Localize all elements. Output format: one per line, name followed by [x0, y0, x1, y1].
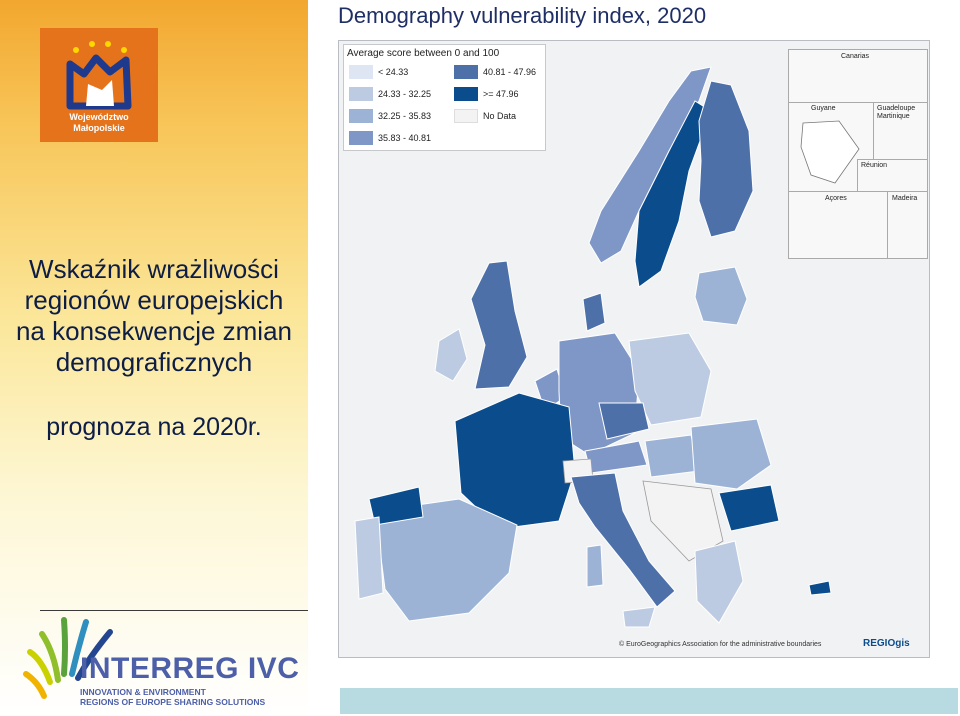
heading-line-2: regionów europejskich	[24, 285, 284, 315]
interreg-swoosh-icon	[23, 617, 113, 699]
inset-guyane: Guyane	[788, 102, 874, 192]
region-galicia	[368, 486, 424, 526]
legend-swatch-3	[349, 109, 373, 123]
page-title: Demography vulnerability index, 2020	[338, 3, 707, 28]
legend-swatch-6	[454, 87, 478, 101]
region-finland	[698, 80, 754, 238]
inset-canarias: Canarias	[788, 49, 928, 103]
legend-swatch-1	[349, 65, 373, 79]
interreg-sub2: REGIONS OF EUROPE SHARING SOLUTIONS	[80, 697, 266, 707]
inset-label-acores: Açores	[825, 195, 847, 202]
divider	[40, 610, 308, 611]
legend-label-7: No Data	[483, 111, 517, 121]
legend-swatch-2	[349, 87, 373, 101]
inset-madeira: Madeira	[887, 191, 928, 259]
inset-guadeloupe: Guadeloupe Martinique	[873, 102, 928, 160]
region-baltics	[694, 266, 748, 326]
inset-label-canarias: Canarias	[841, 53, 870, 60]
region-denmark	[582, 292, 606, 332]
region-portugal	[354, 516, 384, 600]
region-bulgaria	[718, 484, 780, 532]
region-italy	[570, 472, 676, 608]
inset-label-guyane: Guyane	[811, 105, 836, 112]
guyane-shape	[800, 120, 860, 184]
legend-swatch-5	[454, 65, 478, 79]
inset-acores: Açores	[788, 191, 888, 259]
region-spain	[374, 498, 518, 622]
region-czech	[598, 402, 650, 440]
region-ireland	[434, 328, 468, 382]
legend-swatch-4	[349, 131, 373, 145]
map-copyright: © EuroGeographics Association for the ad…	[619, 641, 822, 648]
subheading: prognoza na 2020r.	[46, 413, 262, 441]
inset-label-martinique: Martinique	[877, 113, 910, 120]
heading-line-4: demograficznych	[55, 347, 253, 377]
legend-label-4: 35.83 - 40.81	[378, 133, 432, 143]
logo-line1: Województwo	[69, 112, 129, 122]
region-sardinia	[586, 544, 604, 588]
bottom-bar	[340, 688, 958, 714]
legend-title: Average score between 0 and 100	[347, 48, 500, 59]
legend-label-1: < 24.33	[378, 67, 409, 77]
malopolska-logo: Województwo Małopolskie	[40, 28, 158, 142]
europe-map	[354, 66, 832, 628]
map-legend: Average score between 0 and 100 < 24.33 …	[343, 44, 546, 151]
map-frame: Average score between 0 and 100 < 24.33 …	[338, 40, 930, 658]
heading-line-3: na konsekwencje zmian	[15, 316, 293, 346]
region-poland	[628, 332, 712, 426]
heading-line-1: Wskaźnik wrażliwości	[29, 254, 279, 284]
region-hungary	[644, 434, 700, 478]
legend-label-5: 40.81 - 47.96	[483, 67, 537, 77]
inset-label-reunion: Réunion	[861, 162, 888, 169]
interreg-sub1: INNOVATION & ENVIRONMENT	[80, 687, 206, 697]
legend-swatch-7	[454, 109, 478, 123]
region-france	[454, 392, 576, 530]
regiogis-logo: REGIOgis	[863, 638, 910, 649]
region-greece	[694, 540, 744, 624]
inset-label-guadeloupe: Guadeloupe	[877, 105, 916, 112]
legend-label-3: 32.25 - 35.83	[378, 111, 432, 121]
region-romania	[690, 418, 772, 490]
inset-reunion: Réunion	[857, 159, 928, 192]
interreg-title: INTERREG IVC	[80, 652, 300, 685]
region-uk	[470, 260, 528, 390]
region-sicily	[622, 606, 656, 628]
logo-line2: Małopolskie	[73, 123, 125, 133]
legend-label-6: >= 47.96	[483, 89, 519, 99]
region-cyprus	[808, 580, 832, 596]
inset-label-madeira: Madeira	[892, 195, 918, 202]
left-panel: Województwo Małopolskie Wskaźnik wrażliw…	[0, 0, 308, 716]
legend-label-2: 24.33 - 32.25	[378, 89, 432, 99]
crown-emblem-icon	[66, 41, 132, 110]
